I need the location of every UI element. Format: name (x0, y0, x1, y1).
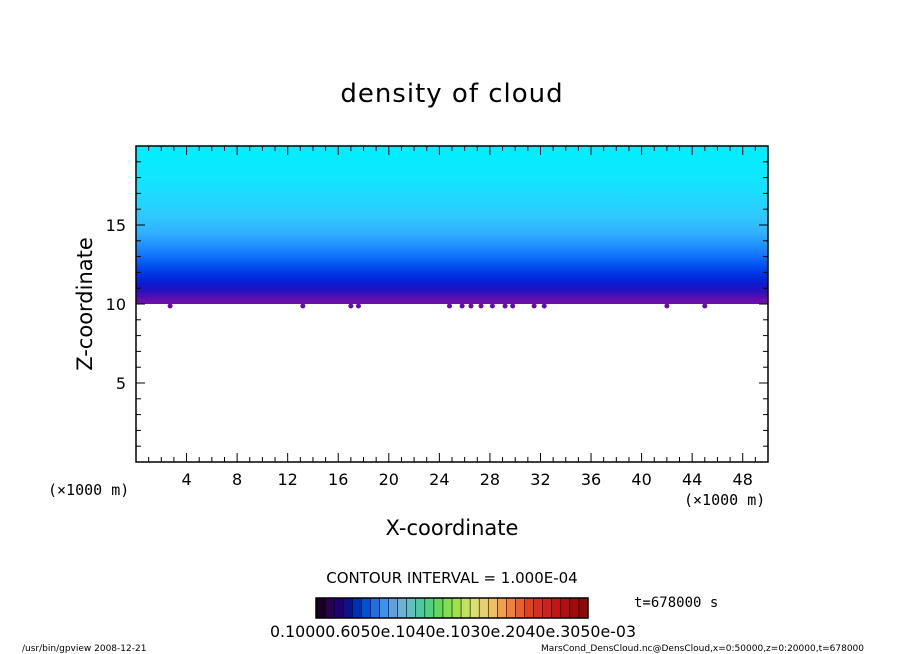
colorbar-segment (560, 598, 571, 618)
x-tick-label: 48 (733, 470, 753, 489)
cloud-base-speckles (167, 303, 708, 309)
cloud-speckle (489, 303, 495, 309)
colorbar-segment (488, 598, 498, 618)
x-tick-label: 8 (232, 470, 242, 489)
cloud-speckle (664, 303, 670, 309)
cloud-density-field (136, 146, 768, 304)
y-tick-label: 10 (106, 295, 126, 314)
y-tick-label: 15 (106, 216, 126, 235)
colorbar-segment (397, 598, 408, 618)
cloud-speckle (468, 303, 474, 309)
y-axis-ticks: 5 10 15 (106, 161, 768, 447)
cloud-speckle (502, 303, 508, 309)
colorbar-segment (470, 598, 480, 618)
footer-left: /usr/bin/gpview 2008-12-21 (22, 644, 146, 654)
colorbar-segment (406, 598, 417, 618)
colorbar-segment (461, 598, 471, 618)
cloud-speckle (167, 303, 173, 309)
colorbar-frame (315, 597, 589, 619)
cloud-speckle (300, 303, 306, 309)
colorbar-segment (533, 598, 544, 618)
colorbar-segment (361, 598, 371, 618)
cloud-speckle (348, 303, 354, 309)
colorbar-segment (433, 598, 444, 618)
x-tick-label: 20 (379, 470, 399, 489)
colorbar-segment (569, 598, 580, 618)
x-tick-label: 16 (328, 470, 348, 489)
x-tick-label: 28 (480, 470, 500, 489)
cloud-speckle (541, 303, 547, 309)
x-tick-label: 44 (682, 470, 702, 489)
colorbar-segment (325, 598, 335, 618)
chart-title: density of cloud (340, 79, 563, 109)
cloud-speckle (478, 303, 484, 309)
colorbar-segment (497, 598, 507, 618)
colorbar-segment (479, 598, 489, 618)
time-label: t=678000 s (634, 595, 718, 611)
x-axis-ticks: 4 8 12 16 20 24 28 32 36 40 44 48 (148, 146, 756, 489)
colorbar-segment (379, 598, 390, 618)
cloud-speckle (510, 303, 516, 309)
cloud-speckle (355, 303, 361, 309)
cloud-speckle (446, 303, 452, 309)
cloud-speckle (531, 303, 537, 309)
footer-right: MarsCond_DensCloud.nc@DensCloud,x=0:5000… (541, 644, 864, 654)
x-tick-label: 12 (278, 470, 298, 489)
colorbar (315, 598, 589, 618)
colorbar-segment (442, 598, 453, 618)
cloud-speckle (459, 303, 465, 309)
x-axis-label: X-coordinate (386, 516, 519, 540)
x-tick-label: 4 (181, 470, 191, 489)
colorbar-segment (515, 598, 526, 618)
colorbar-segment (343, 598, 353, 618)
colorbar-tick-labels: 0.10000.6050e.1040e.1030e.2040e.3050e-03 (270, 622, 636, 641)
colorbar-segment (551, 598, 562, 618)
colorbar-segment (352, 598, 362, 618)
cloud-speckle (702, 303, 708, 309)
colorbar-segment (578, 598, 589, 618)
colorbar-segment (388, 598, 399, 618)
colorbar-segment (506, 598, 516, 618)
colorbar-segment (316, 598, 326, 618)
x-tick-label: 40 (631, 470, 651, 489)
colorbar-segment (452, 598, 462, 618)
colorbar-segment (542, 598, 553, 618)
colorbar-segment (424, 598, 435, 618)
colorbar-segment (415, 598, 426, 618)
y-tick-label: 5 (116, 374, 126, 393)
colorbar-segment (370, 598, 380, 618)
x-tick-label: 36 (581, 470, 601, 489)
colorbar-segment (334, 598, 344, 618)
x-unit-label-right: (×1000 m) (684, 491, 765, 509)
x-unit-label-left: (×1000 m) (48, 481, 129, 499)
contour-interval-label: CONTOUR INTERVAL = 1.000E-04 (326, 569, 577, 587)
y-axis-label: Z-coordinate (73, 237, 97, 371)
x-tick-label: 32 (530, 470, 550, 489)
colorbar-segment (524, 598, 535, 618)
x-tick-label: 24 (429, 470, 449, 489)
